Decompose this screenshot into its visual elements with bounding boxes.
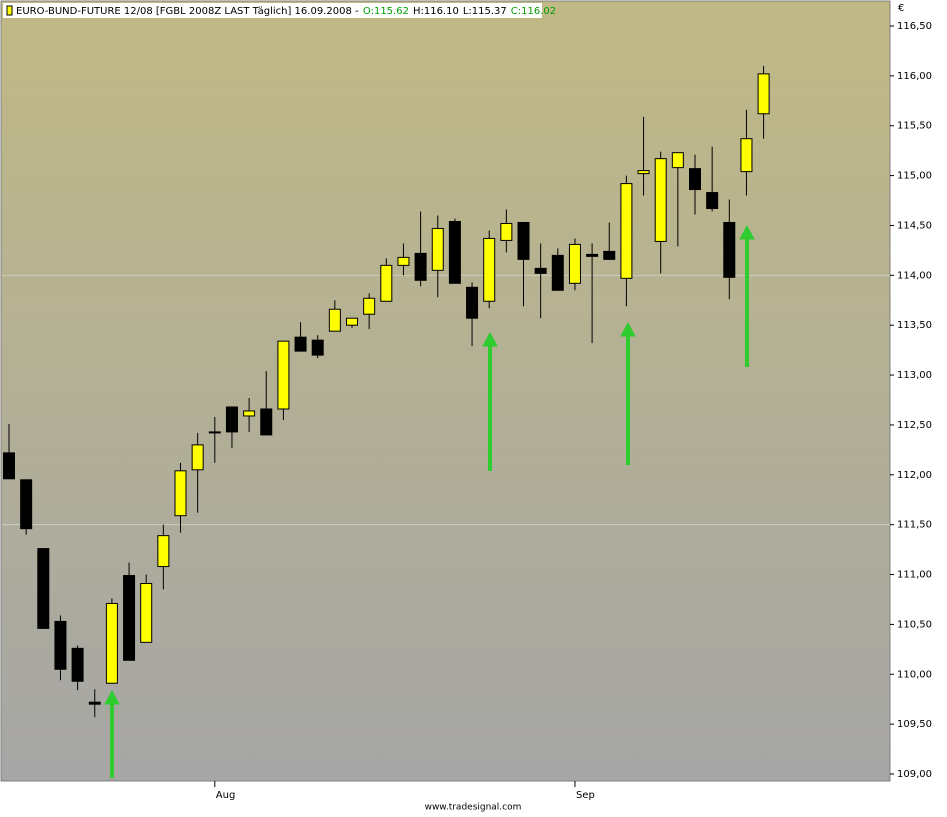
candle-body — [37, 548, 50, 629]
candle-body — [603, 250, 616, 260]
y-tick-label: 116,00 — [897, 71, 932, 82]
candle-body — [3, 452, 15, 480]
arrow-head — [739, 224, 755, 240]
y-tick-label: 109,00 — [897, 769, 932, 780]
y-tick-label: 114,50 — [897, 220, 932, 231]
candle-body — [586, 253, 599, 257]
header-value: C:116.02 — [511, 6, 556, 17]
y-tick-label: 114,00 — [897, 270, 932, 281]
header-value: L:115.37 — [463, 6, 507, 17]
candle-body — [105, 602, 118, 684]
y-tick-label: 109,50 — [897, 719, 932, 730]
candle-body — [346, 317, 358, 326]
candle-body — [466, 286, 479, 319]
y-tick-label: 115,00 — [897, 171, 932, 182]
candle-body — [277, 340, 290, 410]
y-tick-label: 111,50 — [897, 520, 932, 531]
candle-body — [123, 575, 136, 661]
candle-body — [448, 220, 461, 284]
candle-body — [71, 647, 84, 682]
candle-body — [723, 221, 736, 278]
arrow-head — [482, 331, 498, 347]
arrow-head — [104, 689, 120, 705]
x-tick-label: Sep — [576, 790, 595, 801]
candle-body — [500, 222, 513, 241]
candle-body — [431, 227, 444, 271]
y-tick-label: 110,00 — [897, 669, 932, 680]
candle-body — [311, 339, 324, 356]
candle-body — [174, 470, 187, 517]
y-tick-label: 110,50 — [897, 619, 932, 630]
candle-body — [157, 535, 170, 568]
annotations — [104, 224, 755, 778]
candle-body — [740, 138, 753, 173]
candle-body — [757, 73, 770, 115]
candle-body — [260, 408, 273, 436]
candle-body — [620, 183, 633, 279]
candle-body — [54, 620, 67, 670]
candle-body — [517, 221, 530, 260]
candle-body — [380, 264, 393, 302]
y-tick-label: 116,50 — [897, 21, 932, 32]
header-value: H:116.10 — [413, 6, 459, 17]
y-tick-label: 115,50 — [897, 121, 932, 132]
y-tick-label: 113,50 — [897, 320, 932, 331]
plot-area — [0, 0, 891, 782]
candle-body — [140, 583, 153, 643]
y-tick-label: 112,00 — [897, 470, 932, 481]
header-title: EURO-BUND-FUTURE 12/08 [FGBL 2008Z LAST … — [16, 6, 359, 17]
candle-body — [414, 252, 427, 281]
y-tick-label: 113,00 — [897, 370, 932, 381]
y-tick-label: 111,00 — [897, 570, 932, 581]
candle-body — [483, 237, 496, 302]
header-value: O:115.62 — [363, 6, 409, 17]
header: EURO-BUND-FUTURE 12/08 [FGBL 2008Z LAST … — [16, 6, 556, 17]
candle-body — [534, 267, 547, 274]
candle-body — [294, 336, 307, 352]
header-icon — [6, 5, 13, 16]
y-tick-label: 112,50 — [897, 420, 932, 431]
candle-body — [191, 444, 204, 471]
candle-body — [20, 479, 33, 530]
candle-body — [88, 701, 101, 705]
candle-body — [637, 170, 650, 175]
arrow-head — [620, 321, 636, 337]
header-box — [3, 3, 542, 18]
candle-body — [671, 152, 684, 169]
candle-body — [208, 431, 221, 434]
candle-body — [689, 168, 701, 191]
candle-body — [397, 256, 410, 266]
x-tick-label: Aug — [216, 790, 236, 801]
candle-body — [225, 406, 238, 433]
candle-body — [706, 192, 719, 210]
candle-body — [363, 297, 376, 315]
footer: www.tradesignal.com — [425, 803, 522, 813]
candle-body — [568, 243, 581, 284]
candle-body — [654, 158, 667, 242]
y-unit: € — [898, 3, 904, 14]
candle-body — [551, 254, 564, 291]
candle-body — [328, 308, 341, 332]
candle-body — [243, 410, 256, 417]
